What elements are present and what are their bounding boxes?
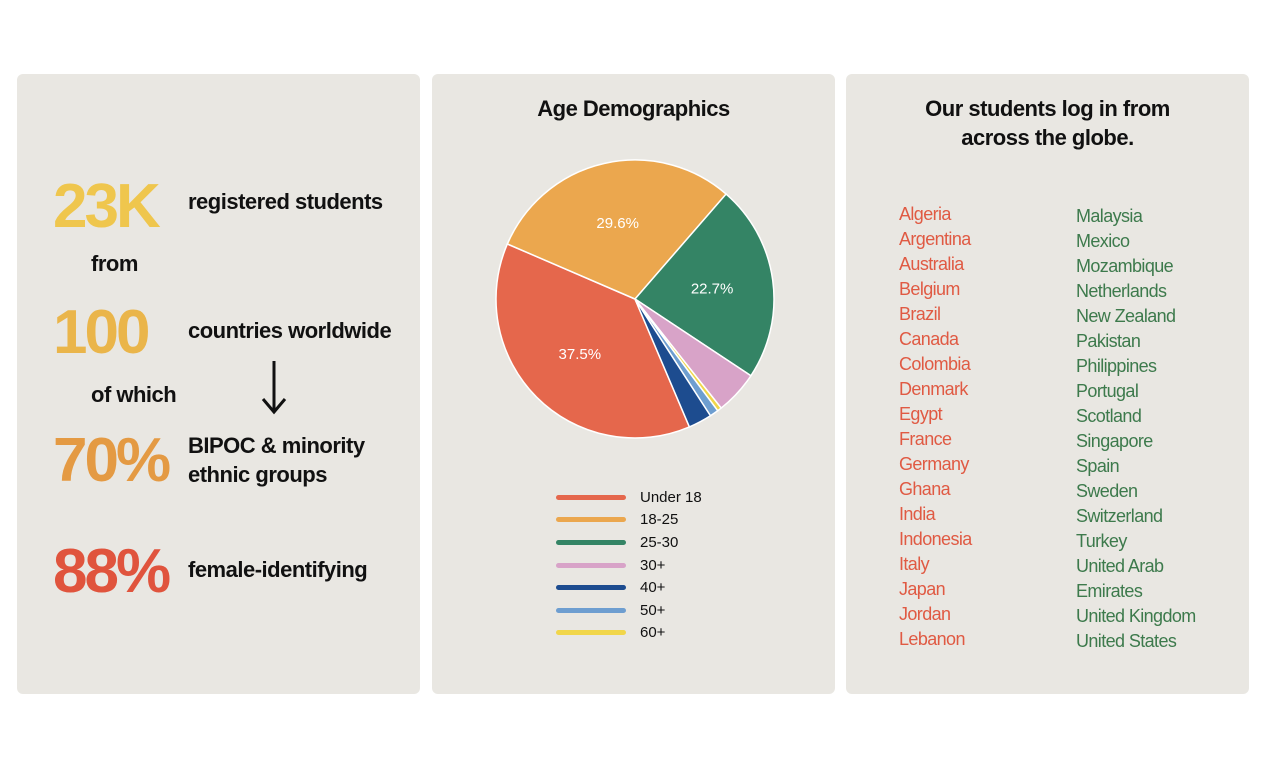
countries-count: 100 [53,298,150,367]
legend-swatch [556,607,626,613]
countries-title-line2: across the globe. [961,125,1134,150]
country-item: Philippines [1076,356,1157,376]
legend-swatch [556,539,626,545]
country-item: Singapore [1076,431,1153,451]
country-item: Spain [1076,456,1120,476]
country-item: Algeria [899,204,951,224]
legend-swatch [556,494,626,500]
countries-panel: Our students log in from across the glob… [846,74,1249,694]
country-item: Indonesia [899,529,972,549]
bipoc-label-line1: BIPOC & minority [188,433,365,458]
bipoc-label-line2: ethnic groups [188,462,327,487]
arrow-down-icon [261,361,287,415]
legend-label: 60+ [640,624,666,642]
legend-label: Under 18 [640,488,702,506]
country-item: India [899,504,936,524]
country-item: Emirates [1076,581,1143,601]
pie-label-under-18: 37.5% [559,346,602,363]
legend-item: 50+ [556,599,702,622]
female-percent: 88% [53,537,171,606]
country-item: Pakistan [1076,331,1141,351]
legend-item: 25-30 [556,531,702,554]
country-item: Mozambique [1076,256,1174,276]
country-item: Switzerland [1076,506,1163,526]
country-item: Canada [899,329,959,349]
country-item: Netherlands [1076,281,1167,301]
legend-label: 18-25 [640,511,679,529]
country-item: Ghana [899,479,951,499]
country-item: Sweden [1076,481,1138,501]
chart-legend: Under 18 18-25 25-30 30+ 40+ 50+ 60+ [556,486,702,644]
country-item: Jordan [899,604,951,624]
pie-slice-under-18 [495,242,691,439]
countries-title: Our students log in from across the glob… [846,94,1249,152]
pie-slice-40- [634,298,712,428]
country-item: New Zealand [1076,306,1176,326]
legend-label: 40+ [640,579,666,597]
female-label: female-identifying [188,557,368,582]
bipoc-percent: 70% [53,426,171,495]
pie-slice-25-30 [633,192,775,377]
country-item: Brazil [899,304,941,324]
legend-swatch [556,630,626,636]
age-pie-chart: 37.5% 29.6% 22.7% [495,159,775,439]
legend-item: 18-25 [556,509,702,532]
legend-swatch [556,517,626,523]
stats-panel: 23K registered students from 100 countri… [17,74,420,694]
country-item: Argentina [899,229,971,249]
of-which-label: of which [91,382,177,407]
country-list-left: Algeria Argentina Australia Belgium Brazil Ca… [899,202,972,652]
country-item: Japan [899,579,946,599]
country-item: Scotland [1076,406,1142,426]
legend-item: 60+ [556,622,702,645]
pie-slice-18-25 [506,159,728,300]
legend-item: Under 18 [556,486,702,509]
country-item: Lebanon [899,629,965,649]
country-item: Germany [899,454,969,474]
from-label: from [91,251,138,276]
country-item: Egypt [899,404,943,424]
chart-title: Age Demographics [537,96,730,121]
countries-label: countries worldwide [188,318,392,343]
country-item: Colombia [899,354,971,374]
country-item: Belgium [899,279,960,299]
legend-label: 25-30 [640,533,679,551]
legend-label: 30+ [640,556,666,574]
country-list-right: Malaysia Mexico Mozambique Netherlands New Z… [1076,204,1196,654]
country-item: Portugal [1076,381,1139,401]
country-item: Mexico [1076,231,1130,251]
country-item: Denmark [899,379,968,399]
legend-swatch [556,562,626,568]
country-item: United Arab [1076,556,1164,576]
students-count: 23K [53,172,161,241]
legend-item: 40+ [556,576,702,599]
bipoc-label: BIPOC & minority ethnic groups [188,431,365,489]
country-item: Turkey [1076,531,1127,551]
legend-label: 50+ [640,601,666,619]
country-item: Malaysia [1076,206,1143,226]
countries-title-line1: Our students log in from [925,96,1170,121]
legend-swatch [556,585,626,591]
country-item: France [899,429,952,449]
country-item: Australia [899,254,964,274]
country-item: United States [1076,631,1177,651]
country-item: United Kingdom [1076,606,1196,626]
country-item: Italy [899,554,930,574]
pie-label-25-30: 22.7% [691,281,734,298]
pie-label-18-25: 29.6% [596,215,639,232]
students-label: registered students [188,189,383,214]
legend-item: 30+ [556,554,702,577]
age-demographics-panel: Age Demographics 37.5% 29.6% 22.7% Under 1… [432,74,835,694]
